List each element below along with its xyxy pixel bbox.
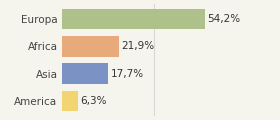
- Text: 6,3%: 6,3%: [80, 96, 107, 106]
- Bar: [62, 91, 78, 111]
- Bar: [62, 63, 108, 84]
- Text: 21,9%: 21,9%: [122, 41, 155, 51]
- Bar: [62, 36, 119, 57]
- Bar: [62, 9, 205, 29]
- Text: 54,2%: 54,2%: [207, 14, 240, 24]
- Text: 17,7%: 17,7%: [110, 69, 144, 79]
